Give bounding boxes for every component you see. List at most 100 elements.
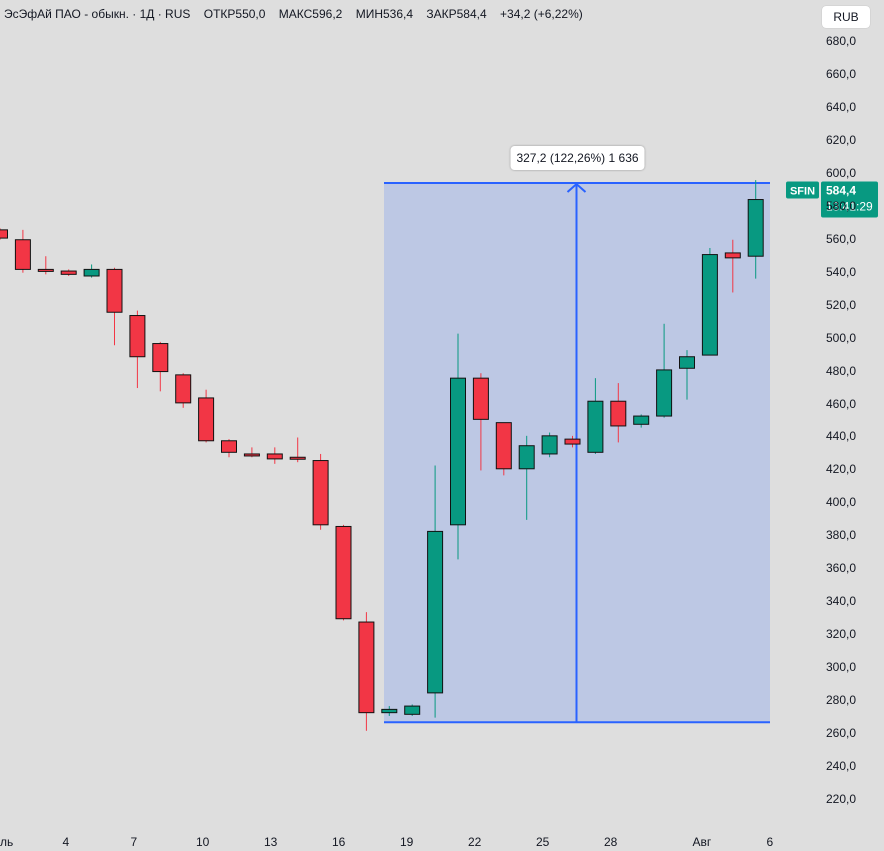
candle-body bbox=[633, 415, 650, 425]
y-axis-tick-label: 260,0 bbox=[826, 726, 857, 741]
candle bbox=[0, 228, 8, 240]
candle bbox=[129, 310, 146, 389]
candle bbox=[518, 435, 535, 520]
candle-body bbox=[289, 456, 306, 460]
candle bbox=[450, 333, 466, 560]
ohlc-low: МИН536,4 bbox=[355, 7, 414, 21]
candle-body bbox=[495, 422, 512, 470]
ticker-tag-label: SFIN bbox=[790, 186, 815, 198]
y-axis-tick-label: 280,0 bbox=[826, 693, 857, 708]
candle-body bbox=[0, 229, 8, 239]
candle bbox=[724, 239, 741, 293]
y-axis-tick-label: 300,0 bbox=[826, 660, 857, 675]
y-axis-tick-label: 560,0 bbox=[826, 231, 857, 246]
candle-body bbox=[541, 435, 558, 455]
x-axis-tick-label: 22 bbox=[468, 835, 482, 849]
candle bbox=[14, 229, 31, 273]
x-axis-tick-label: 4 bbox=[62, 835, 70, 849]
candle-body bbox=[221, 440, 237, 453]
x-axis-tick-label: 7 bbox=[130, 835, 138, 849]
y-axis-tick-label: 320,0 bbox=[826, 627, 857, 642]
candle bbox=[312, 453, 329, 530]
candle bbox=[472, 373, 489, 471]
x-axis-tick-label: 10 bbox=[196, 835, 210, 849]
candle-body bbox=[679, 356, 695, 369]
candle bbox=[335, 524, 352, 621]
ticker-tag-box bbox=[786, 181, 819, 199]
candle-body bbox=[518, 445, 535, 470]
candle bbox=[221, 439, 237, 458]
candle bbox=[266, 447, 283, 464]
y-axis-tick-label: 360,0 bbox=[826, 561, 857, 576]
y-axis-tick-label: 240,0 bbox=[826, 759, 857, 774]
candle-body bbox=[83, 268, 100, 277]
candle bbox=[404, 704, 421, 716]
x-axis-tick-label: 28 bbox=[604, 835, 618, 849]
x-axis-tick-label: Авг bbox=[692, 835, 712, 849]
candle-body bbox=[60, 270, 77, 275]
y-axis-tick-label: 680,0 bbox=[826, 34, 857, 48]
y-axis-tick-label: 440,0 bbox=[826, 429, 857, 444]
measure-arrow-head bbox=[566, 182, 587, 193]
y-axis-tick-label: 620,0 bbox=[826, 132, 857, 147]
y-axis-tick-label: 480,0 bbox=[826, 363, 857, 378]
candle-body bbox=[724, 252, 741, 259]
y-axis-tick-label: 600,0 bbox=[826, 165, 857, 180]
candle bbox=[587, 378, 604, 454]
candle bbox=[427, 465, 444, 718]
x-axis-tick-label: 6 bbox=[766, 835, 774, 849]
price-tag-countdown: 13:41:29 bbox=[826, 200, 873, 214]
candle-body bbox=[747, 199, 764, 257]
candle bbox=[106, 267, 123, 346]
measure-label-box bbox=[510, 146, 645, 171]
currency-button[interactable]: RUB bbox=[822, 6, 870, 28]
candle-body bbox=[450, 377, 466, 526]
candle bbox=[60, 269, 77, 276]
candle bbox=[541, 432, 558, 458]
candle bbox=[656, 323, 673, 418]
candle-body bbox=[381, 708, 398, 714]
candle-body bbox=[129, 315, 146, 358]
candle bbox=[679, 350, 695, 400]
candle-body bbox=[37, 268, 54, 272]
y-axis-tick-label: 340,0 bbox=[826, 594, 857, 609]
candle-body bbox=[266, 453, 283, 460]
candle-body bbox=[472, 377, 489, 420]
candle bbox=[152, 341, 169, 392]
price-tag-value: 584,4 bbox=[826, 184, 856, 198]
candle bbox=[701, 247, 718, 356]
y-axis-tick-label: 220,0 bbox=[826, 792, 857, 806]
candle-body bbox=[701, 254, 718, 356]
x-axis-tick-label: 25 bbox=[536, 835, 550, 849]
candle-body bbox=[335, 525, 352, 620]
x-axis-tick-label: 13 bbox=[264, 835, 278, 849]
ohlc-open: ОТКР550,0 bbox=[203, 7, 266, 21]
candle-body bbox=[175, 374, 192, 404]
y-axis-tick-label: 660,0 bbox=[826, 66, 857, 81]
symbol-header: ЭсЭфАй ПАО - обыкн. · 1Д · RUS ОТКР550,0… bbox=[4, 7, 583, 21]
candle-body bbox=[610, 400, 627, 427]
candle-body bbox=[152, 343, 169, 373]
candle-body bbox=[106, 268, 123, 313]
candle bbox=[495, 422, 512, 476]
y-axis-tick-label: 380,0 bbox=[826, 528, 857, 543]
y-axis-tick-label: 580,0 bbox=[826, 198, 857, 213]
candle bbox=[610, 383, 627, 443]
candle-body bbox=[656, 369, 673, 417]
candle bbox=[243, 447, 260, 458]
candle bbox=[37, 256, 54, 275]
price-tag-box bbox=[821, 181, 878, 218]
candle bbox=[83, 264, 100, 278]
candle bbox=[747, 180, 764, 279]
candle-body bbox=[312, 460, 329, 526]
candle-body bbox=[243, 453, 260, 457]
candle-body bbox=[358, 621, 375, 714]
candle-body bbox=[587, 400, 604, 453]
ohlc-change: +34,2 (+6,22%) bbox=[500, 7, 583, 21]
measure-label: 327,2 (122,26%) 1 636 bbox=[516, 151, 638, 165]
y-axis-tick-label: 520,0 bbox=[826, 297, 857, 312]
candle bbox=[381, 706, 398, 716]
y-axis-tick-label: 500,0 bbox=[826, 330, 857, 345]
